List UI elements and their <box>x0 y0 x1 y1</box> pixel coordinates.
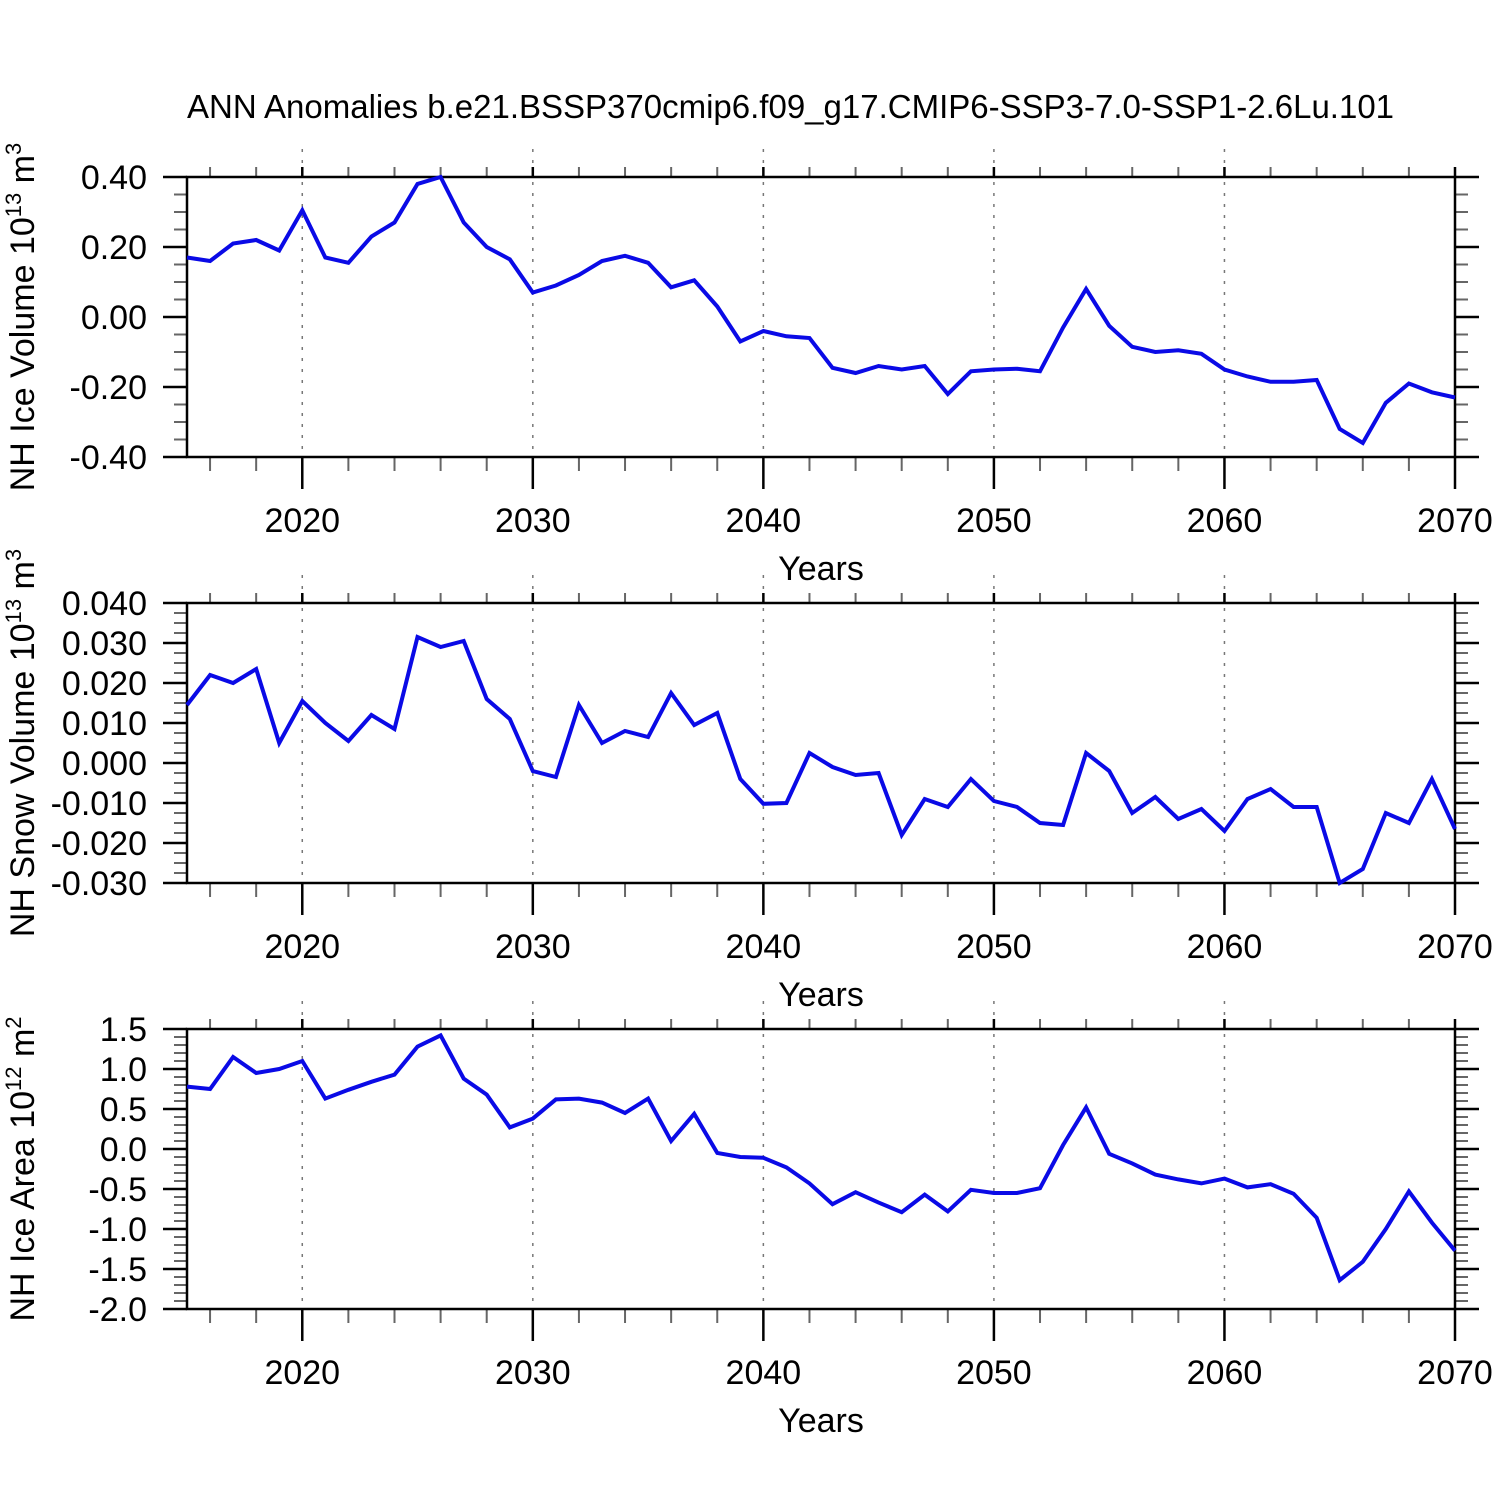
panel-nh-ice-area-ticks <box>163 1019 1479 1341</box>
y-axis-title: NH Ice Volume 1013 m3 <box>1 143 42 492</box>
panel-nh-ice-area-ytick-labels: 1.51.00.50.0-0.5-1.0-1.5-2.0 <box>88 1011 147 1329</box>
panel-nh-snow-volume-ticks <box>163 593 1479 915</box>
ytick-label: 0.000 <box>62 745 147 783</box>
panel-nh-snow-volume-xtick-labels: 2020 2030 2040 2050 2060 2070 <box>264 928 1492 966</box>
xtick-label: 2070 <box>1417 1354 1493 1392</box>
ytick-label: -0.5 <box>88 1171 147 1209</box>
xtick-label: 2060 <box>1187 928 1263 966</box>
ytick-label: 0.20 <box>81 229 147 267</box>
xtick-label: 2040 <box>726 928 802 966</box>
panel-nh-snow-volume-gridlines <box>301 575 1226 883</box>
y-axis-title: NH Snow Volume 1013 m3 <box>1 549 42 937</box>
xtick-label: 2070 <box>1417 502 1493 540</box>
xtick-label: 2050 <box>956 928 1032 966</box>
series-line-nh-snow-volume <box>185 634 1457 887</box>
ytick-label: -0.030 <box>51 865 147 903</box>
xtick-label: 2030 <box>495 1354 571 1392</box>
ytick-label: -1.0 <box>88 1211 147 1249</box>
panel-nh-ice-area-frame <box>185 1027 1457 1311</box>
panel-nh-snow-volume: 0.0400.0300.0200.0100.000-0.010-0.020-0.… <box>1 549 1493 1014</box>
ytick-label: 0.40 <box>81 159 147 197</box>
panel-nh-ice-area: 1.51.00.50.0-0.5-1.0-1.5-2.0 2020 2030 2040… <box>1 1001 1493 1440</box>
xtick-label: 2070 <box>1417 928 1493 966</box>
panel-nh-ice-volume-ticks <box>163 167 1479 489</box>
ytick-label: 0.040 <box>62 585 147 623</box>
xtick-label: 2020 <box>264 502 340 540</box>
ytick-label: 0.5 <box>100 1091 147 1129</box>
panel-nh-ice-volume-gridlines <box>301 149 1226 457</box>
ytick-label: -2.0 <box>88 1291 147 1329</box>
xtick-label: 2060 <box>1187 1354 1263 1392</box>
series-line-nh-ice-volume <box>186 174 1456 446</box>
y-axis-title: NH Ice Area 1012 m2 <box>1 1016 42 1321</box>
xtick-label: 2030 <box>495 928 571 966</box>
panel-nh-snow-volume-frame <box>185 601 1457 885</box>
panel-nh-ice-volume-ytick-labels: 0.40 0.20 0.00 -0.20 -0.40 <box>70 159 148 477</box>
ytick-label: -1.5 <box>88 1251 147 1289</box>
xtick-label: 2050 <box>956 502 1032 540</box>
ytick-label: -0.40 <box>70 439 148 477</box>
x-axis-title: Years <box>778 976 864 1014</box>
xtick-label: 2040 <box>726 1354 802 1392</box>
figure-title: ANN Anomalies b.e21.BSSP370cmip6.f09_g17… <box>187 88 1395 125</box>
xtick-label: 2030 <box>495 502 571 540</box>
xtick-label: 2060 <box>1187 502 1263 540</box>
xtick-label: 2040 <box>726 502 802 540</box>
panel-nh-ice-volume-frame <box>185 175 1457 459</box>
ytick-label: -0.20 <box>70 369 148 407</box>
xtick-label: 2050 <box>956 1354 1032 1392</box>
ytick-label: 0.010 <box>62 705 147 743</box>
panel-nh-ice-area-gridlines <box>301 1001 1226 1309</box>
ytick-label: 0.030 <box>62 625 147 663</box>
panel-nh-snow-volume-ytick-labels: 0.0400.0300.0200.0100.000-0.010-0.020-0.… <box>51 585 147 903</box>
ytick-label: 0.0 <box>100 1131 147 1169</box>
ytick-label: 0.00 <box>81 299 147 337</box>
xtick-label: 2020 <box>264 928 340 966</box>
panel-nh-ice-area-xtick-labels: 2020 2030 2040 2050 2060 2070 <box>264 1354 1492 1392</box>
ytick-label: 1.5 <box>100 1011 147 1049</box>
x-axis-title: Years <box>778 1402 864 1440</box>
ytick-label: 0.020 <box>62 665 147 703</box>
series-line-nh-ice-area <box>186 1032 1457 1284</box>
panel-nh-ice-volume-xtick-labels: 2020 2030 2040 2050 2060 2070 <box>264 502 1492 540</box>
ytick-label: -0.010 <box>51 785 147 823</box>
x-axis-title: Years <box>778 550 864 588</box>
xtick-label: 2020 <box>264 1354 340 1392</box>
ytick-label: 1.0 <box>100 1051 147 1089</box>
ytick-label: -0.020 <box>51 825 147 863</box>
